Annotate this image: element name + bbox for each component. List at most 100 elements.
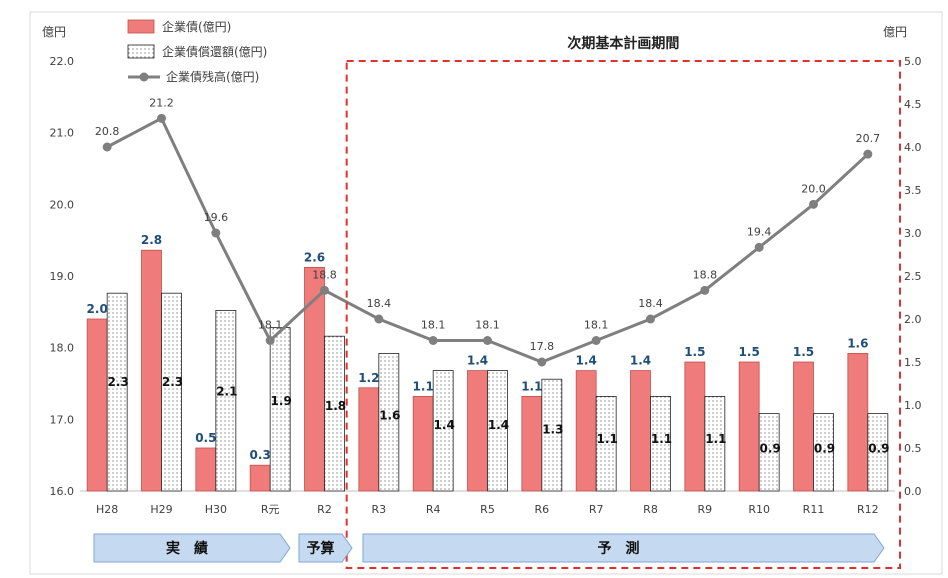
phase-arrow xyxy=(93,533,291,563)
legend: 企業債(億円) 企業債償還額(億円) 企業債残高(億円) xyxy=(127,19,267,84)
balance-point xyxy=(537,357,547,367)
legend-swatch-repayment xyxy=(127,44,155,59)
label-balance: 21.2 xyxy=(149,96,174,109)
label-issue: 1.4 xyxy=(467,354,488,368)
right-axis-tick-label: 5.0 xyxy=(904,55,922,68)
right-axis-tick-label: 4.5 xyxy=(904,98,922,111)
label-repayment: 1.1 xyxy=(597,432,618,446)
x-axis-tick-label: H29 xyxy=(150,503,172,516)
right-axis-tick-label: 2.0 xyxy=(904,313,922,326)
x-axis-tick-label: R7 xyxy=(589,503,604,516)
x-axis-tick-label: R2 xyxy=(317,503,332,516)
label-issue: 2.6 xyxy=(304,250,325,264)
label-repayment: 1.4 xyxy=(434,418,455,432)
legend-label-issue: 企業債(億円) xyxy=(162,19,231,34)
label-repayment: 0.9 xyxy=(868,441,889,455)
bar-repayment xyxy=(813,413,834,492)
x-axis-tick-label: R9 xyxy=(698,503,713,516)
label-issue: 0.5 xyxy=(195,431,216,445)
label-balance: 20.0 xyxy=(801,182,826,195)
bar-repayment xyxy=(106,292,128,492)
x-axis-tick-label: R5 xyxy=(480,503,495,516)
label-repayment: 2.1 xyxy=(216,385,237,399)
bar-repayment xyxy=(324,335,345,492)
label-balance: 18.4 xyxy=(638,297,663,310)
label-balance: 18.1 xyxy=(475,319,500,332)
bar-repayment xyxy=(867,413,889,492)
bar-issue xyxy=(141,249,162,492)
bar-issue xyxy=(630,370,651,492)
bar-repayment xyxy=(378,352,400,492)
bar-issue xyxy=(521,395,543,492)
x-axis-tick-label: R11 xyxy=(803,503,825,516)
phase-label: 予 測 xyxy=(598,540,640,557)
x-axis-tick-label: R元 xyxy=(261,503,280,516)
label-repayment: 2.3 xyxy=(108,375,129,389)
left-axis-tick-label: 21.0 xyxy=(50,127,75,140)
label-issue: 2.8 xyxy=(141,233,162,247)
bar-issue xyxy=(684,361,706,492)
bar-repayment xyxy=(432,370,454,492)
balance-point xyxy=(428,336,438,345)
balance-point xyxy=(374,314,384,324)
phase-arrow xyxy=(298,533,353,563)
balance-point xyxy=(102,142,112,152)
x-axis-tick-label: H30 xyxy=(205,503,227,516)
bar-issue xyxy=(793,361,814,492)
bars-group xyxy=(86,249,889,492)
bar-issue xyxy=(847,352,869,492)
label-issue: 1.4 xyxy=(630,354,651,368)
left-axis-tick-label: 19.0 xyxy=(50,270,75,283)
bar-repayment xyxy=(595,395,617,492)
balance-point xyxy=(809,199,818,209)
legend-label-repayment: 企業債償還額(億円) xyxy=(162,44,267,59)
bar-repayment xyxy=(269,327,291,492)
label-repayment: 1.6 xyxy=(379,408,400,422)
plan-period-highlight: 次期基本計画期間 xyxy=(345,35,901,569)
legend-label-balance: 企業債残高(億円) xyxy=(166,69,259,84)
left-axis-tick-label: 22.0 xyxy=(50,55,75,68)
plan-period-title: 次期基本計画期間 xyxy=(567,35,679,52)
right-axis-tick-label: 4.0 xyxy=(904,141,922,154)
right-axis-tick-label: 0.0 xyxy=(904,485,922,498)
label-issue: 1.5 xyxy=(739,345,760,359)
label-balance: 20.8 xyxy=(95,125,120,138)
balance-point xyxy=(591,336,601,345)
label-issue: 0.3 xyxy=(250,448,271,462)
bar-repayment xyxy=(161,292,182,492)
label-balance: 17.8 xyxy=(530,340,555,353)
balance-point xyxy=(863,149,873,159)
bar-issue xyxy=(738,361,760,492)
label-balance: 19.4 xyxy=(747,225,772,238)
bar-repayment xyxy=(650,395,671,492)
label-issue: 1.4 xyxy=(576,354,597,368)
label-balance: 18.1 xyxy=(421,319,446,332)
label-repayment: 1.3 xyxy=(542,423,563,437)
right-axis-unit: 億円 xyxy=(883,25,907,39)
bar-repayment xyxy=(487,370,508,492)
phase-label: 実 績 xyxy=(166,540,208,557)
label-repayment: 1.1 xyxy=(705,432,726,446)
phase-arrows: 実 績 予算 予 測 xyxy=(93,533,885,563)
balance-point xyxy=(754,242,764,252)
balance-point xyxy=(700,285,710,295)
x-axis-tick-label: R8 xyxy=(643,503,658,516)
label-issue: 1.5 xyxy=(684,345,705,359)
label-issue: 2.0 xyxy=(87,302,108,316)
label-issue: 1.2 xyxy=(358,371,379,385)
left-axis-tick-label: 20.0 xyxy=(50,198,75,211)
line-group xyxy=(102,113,873,367)
right-axis-tick-label: 3.0 xyxy=(904,227,922,240)
plan-period-box xyxy=(345,60,901,569)
label-repayment: 2.3 xyxy=(162,375,183,389)
bar-repayment xyxy=(704,395,726,492)
x-axis-tick-label: R4 xyxy=(426,503,441,516)
label-issue: 1.6 xyxy=(847,336,868,350)
x-axis-tick-label: H28 xyxy=(96,503,118,516)
balance-point xyxy=(157,113,166,123)
label-issue: 1.1 xyxy=(413,379,434,393)
balance-point xyxy=(483,336,492,345)
label-repayment: 1.4 xyxy=(488,418,509,432)
